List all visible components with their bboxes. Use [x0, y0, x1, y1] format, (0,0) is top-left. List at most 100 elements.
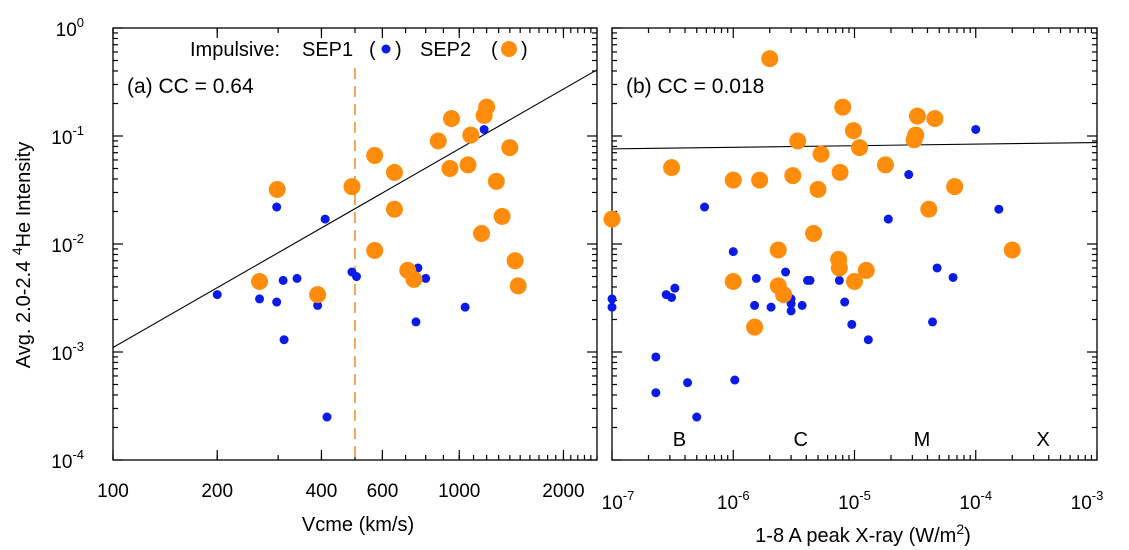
series-sep2-a — [251, 98, 527, 304]
y-axis-label-superscript: 4 — [9, 247, 25, 255]
x-tick-label: 200 — [201, 481, 233, 502]
x-axis-label-a: Vcme (km/s) — [302, 514, 414, 536]
sep2-point — [443, 110, 461, 128]
sep1-point — [607, 302, 617, 312]
sep2-point — [946, 178, 964, 196]
sep1-point — [730, 375, 740, 385]
legend-sep1-label: SEP1 — [302, 39, 353, 61]
legend-sep2-open-paren: ( — [491, 39, 498, 61]
correlation-annotation-b: (b) CC = 0.018 — [626, 75, 764, 98]
x-tick-label: 100 — [97, 481, 129, 502]
sep2-point — [487, 172, 505, 190]
legend-sep1-open-paren: ( — [369, 39, 376, 61]
sep2-point — [459, 156, 477, 174]
sep1-point — [692, 412, 702, 422]
sep1-point — [932, 263, 942, 273]
x-tick-label: 10-7 — [602, 488, 635, 514]
sep1-point — [667, 292, 677, 302]
sep2-point — [812, 145, 830, 163]
x-tick-label: 10-3 — [1071, 488, 1104, 514]
sep2-point — [509, 277, 527, 295]
sep1-point — [292, 273, 302, 283]
sep2-point — [746, 318, 764, 336]
legend-prefix: Impulsive: — [190, 39, 280, 61]
legend-sep2-marker — [501, 41, 517, 57]
sep2-point — [663, 159, 681, 177]
sep1-point — [786, 306, 796, 316]
sep1-point — [313, 300, 323, 310]
sep2-point — [844, 122, 862, 140]
x-tick-label: 10-4 — [959, 488, 992, 514]
sep1-point — [751, 273, 761, 283]
sep1-point — [479, 124, 489, 134]
sep1-point — [411, 317, 421, 327]
sep2-point — [385, 200, 403, 218]
series-sep2-b — [603, 50, 1021, 336]
sep2-point — [876, 156, 894, 174]
sep2-point — [309, 286, 327, 304]
sep1-point — [607, 294, 617, 304]
sep1-point — [971, 124, 981, 134]
y-tick-label: 100 — [56, 15, 84, 41]
sep2-point — [809, 180, 827, 198]
sep2-point — [724, 272, 742, 290]
sep2-point — [473, 225, 491, 243]
sep1-point — [322, 412, 332, 422]
sep1-point — [805, 275, 815, 285]
sep2-point — [751, 171, 769, 189]
sep1-point — [948, 272, 958, 282]
x-tick-label: 400 — [306, 481, 338, 502]
sep1-point — [651, 352, 661, 362]
sep2-point — [1003, 241, 1021, 259]
x-tick-label: 600 — [367, 481, 399, 502]
sep2-point — [784, 167, 802, 185]
sep2-point — [501, 139, 519, 157]
sep1-point — [212, 290, 222, 300]
sep1-point — [279, 335, 289, 345]
sep2-point — [834, 98, 852, 116]
sep1-point — [863, 335, 873, 345]
flare-class-label: B — [673, 429, 686, 451]
sep2-point — [857, 261, 875, 279]
sep1-point — [797, 300, 807, 310]
sep2-point — [926, 110, 944, 128]
sep2-point — [429, 132, 447, 150]
sep2-point — [385, 163, 403, 181]
sep1-point — [460, 302, 470, 312]
y-tick-label: 10-3 — [51, 339, 84, 365]
sep1-point — [834, 275, 844, 285]
x-tick-label: 10-6 — [717, 488, 750, 514]
x-axis-label-b-superscript: 2 — [956, 521, 964, 537]
sep2-point — [506, 252, 524, 270]
sep2-point — [441, 160, 459, 178]
sep2-point — [851, 139, 869, 157]
x-tick-label: 2000 — [542, 481, 584, 502]
sep1-point — [840, 297, 850, 307]
sep1-point — [883, 214, 893, 224]
sep1-point — [255, 294, 265, 304]
y-tick-label: 10-4 — [51, 447, 84, 473]
sep2-point — [478, 98, 496, 116]
sep1-point — [651, 388, 661, 398]
sep1-point — [670, 283, 680, 293]
legend-sep1-close-paren: ) — [395, 39, 402, 61]
sep1-point — [928, 317, 938, 327]
sep2-point — [268, 180, 286, 198]
sep2-point — [775, 286, 793, 304]
sep2-point — [366, 146, 384, 164]
x-axis-label-b: 1-8 A peak X-ray (W/m2) — [755, 521, 971, 547]
fit-line-a — [112, 69, 598, 349]
sep2-point — [251, 272, 269, 290]
sep2-point — [920, 200, 938, 218]
panel-b: 10-7 10-6 10-5 10-4 10-3 B C M X (b) CC = 0.018 — [602, 27, 1104, 514]
y-tick-label: 10-2 — [51, 231, 84, 257]
sep1-point — [421, 273, 431, 283]
sep2-point — [724, 171, 742, 189]
sep2-point — [343, 178, 361, 196]
flare-class-label: M — [914, 429, 931, 451]
sep1-point — [320, 214, 330, 224]
sep2-point — [907, 126, 925, 144]
y-tick-label: 10-1 — [51, 123, 84, 149]
sep2-point — [366, 242, 384, 260]
